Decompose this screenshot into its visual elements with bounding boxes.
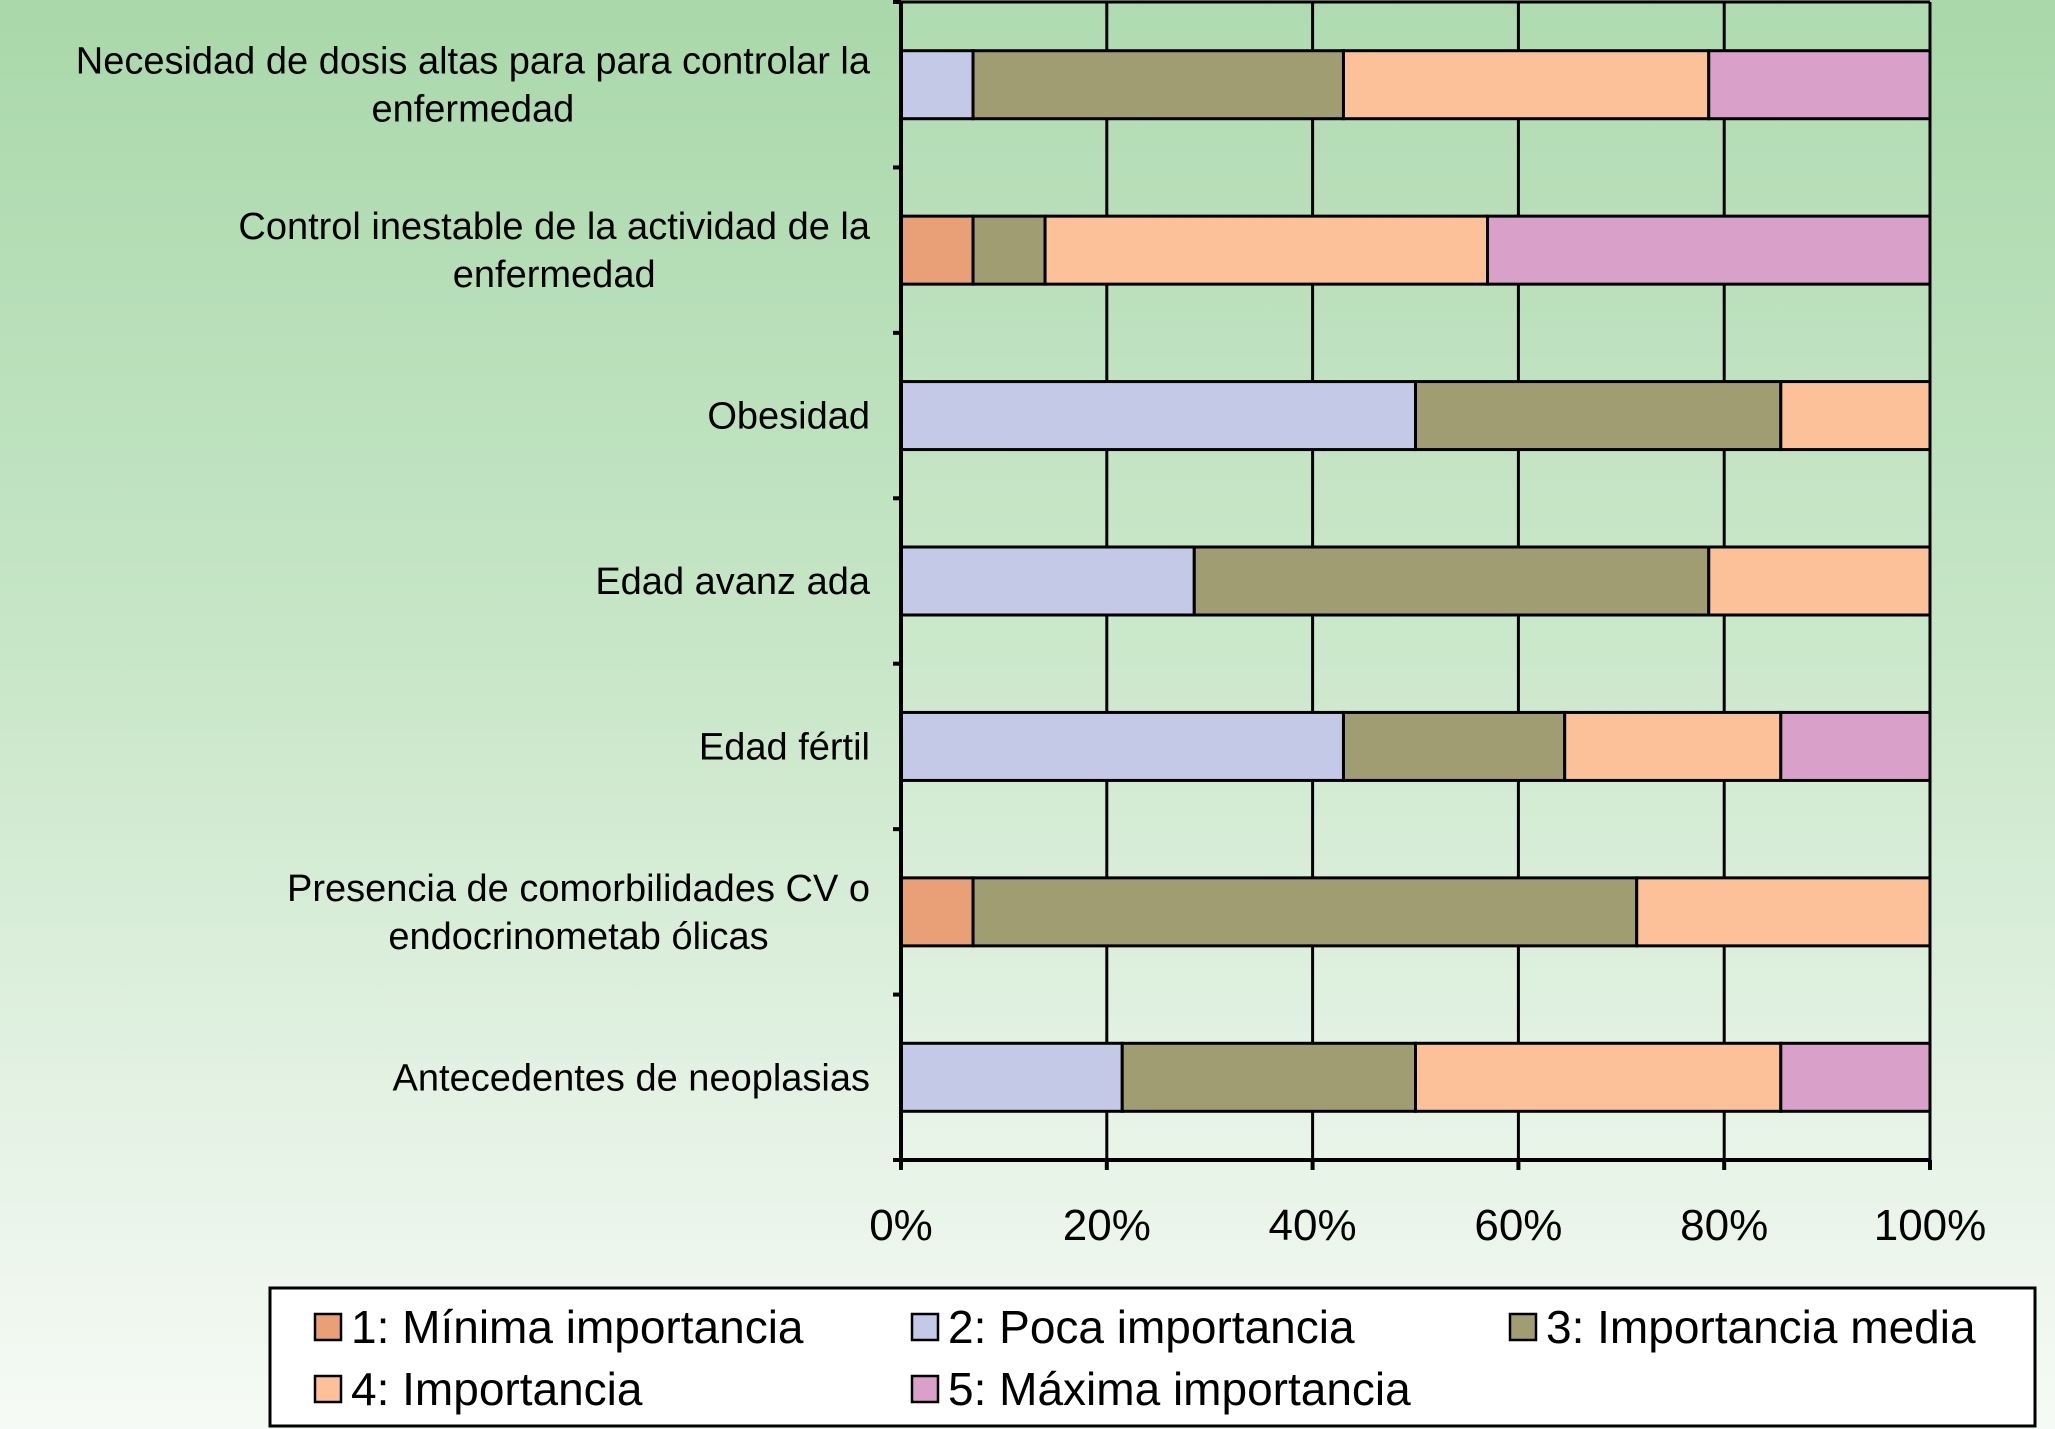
legend-swatch [313,1374,343,1404]
bar-segment [1120,1041,1417,1113]
bar-segment [899,1041,1124,1113]
legend-box [268,1286,2037,1428]
bar-segment [899,545,1196,617]
legend-swatch [910,1312,940,1342]
bar-segment [1414,1041,1783,1113]
legend-label: 5: Máxima importancia [948,1363,1411,1415]
legend-swatch [313,1312,343,1342]
bar-segment [899,710,1345,782]
bar-segment [899,214,975,286]
legend: 1: Mínima importancia 2: Poca importancia… [268,1286,2037,1428]
legend-label: 3: Importancia media [1546,1301,1976,1353]
bar-segment [1341,710,1567,782]
bar-segment [899,380,1417,452]
bar-segment [1341,49,1711,121]
x-tick-label: 100% [1874,1201,1987,1250]
bar-segment [971,49,1345,121]
legend-swatch [1508,1312,1538,1342]
bar-segment [1563,710,1783,782]
bar-segment [899,49,975,121]
category-label: Edad fértil [699,726,870,768]
x-tick-label: 40% [1269,1201,1357,1250]
bar-segment [1707,545,1932,617]
category-label: Edad avanz ada [595,561,871,603]
category-label: enfermedad [371,89,574,131]
bar-segment [1779,710,1932,782]
category-label: Necesidad de dosis altas para para contr… [76,41,871,83]
x-tick-label: 20% [1063,1201,1151,1250]
bar-segment [1779,380,1932,452]
category-label: endocrinometab ólicas [388,916,768,958]
bar-segment [1043,214,1490,286]
bar-segment [1635,876,1932,948]
x-tick-labels: 0% 20% 40% 60% 80% 100% [869,1201,1986,1250]
bar-segment [1707,49,1932,121]
x-tick-label: 0% [869,1201,933,1250]
bars-layer [899,49,1932,1113]
legend-label: 1: Mínima importancia [351,1301,804,1353]
category-label: Obesidad [707,396,870,438]
bar-segment [1414,380,1783,452]
bar-segment [899,876,975,948]
category-label: enfermedad [453,254,656,296]
bar-segment [971,876,1639,948]
bar-segment [1779,1041,1932,1113]
category-label: Presencia de comorbilidades CV o [287,868,870,910]
x-tick-label: 60% [1474,1201,1562,1250]
category-label: Control inestable de la actividad de la [238,206,870,248]
x-tick-label: 80% [1680,1201,1768,1250]
legend-label: 4: Importancia [351,1363,643,1415]
legend-label: 2: Poca importancia [948,1301,1355,1353]
legend-swatch [910,1374,940,1404]
axes-layer [893,0,1932,1170]
bar-segment [1192,545,1711,617]
bar-segment [971,214,1047,286]
category-label: Antecedentes de neoplasias [393,1057,870,1099]
bar-segment [1486,214,1932,286]
category-labels: Necesidad de dosis altas para para contr… [76,41,871,1100]
